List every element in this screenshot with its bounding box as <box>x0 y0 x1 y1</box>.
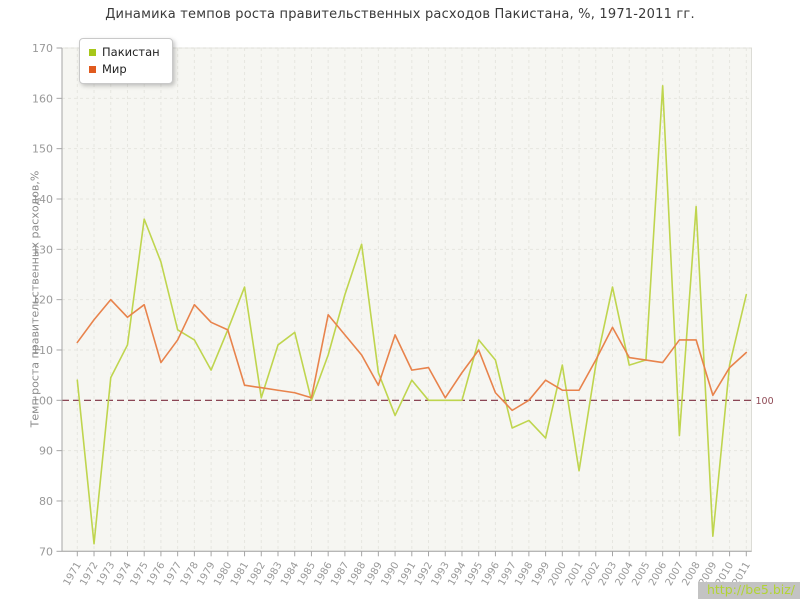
y-tick-label: 110 <box>32 344 53 357</box>
chart-title: Динамика темпов роста правительственных … <box>105 7 695 22</box>
y-tick-label: 120 <box>32 294 53 307</box>
legend: Пакистан Мир <box>79 38 173 84</box>
y-tick-label: 140 <box>32 193 53 206</box>
y-tick-label: 100 <box>32 394 53 407</box>
y-tick-label: 70 <box>39 545 53 558</box>
legend-label-world: Мир <box>102 62 127 76</box>
legend-label-pakistan: Пакистан <box>102 45 160 59</box>
y-tick-label: 160 <box>32 92 53 105</box>
legend-swatch-world <box>89 66 96 73</box>
legend-item-world: Мир <box>89 61 160 78</box>
legend-item-pakistan: Пакистан <box>89 44 160 61</box>
series-line-world <box>76 298 748 412</box>
reference-line-label: 100 <box>756 396 774 407</box>
series-line-pakistan <box>76 84 748 545</box>
y-tick-labels: 70 80 90 100 110 120 130 140 150 160 170 <box>32 42 53 558</box>
legend-swatch-pakistan <box>89 49 96 56</box>
y-tick-label: 80 <box>39 495 53 508</box>
y-tick-label: 150 <box>32 143 53 156</box>
y-tick-label: 130 <box>32 243 53 256</box>
y-axis-title: Темп роста правительственных расходов,% <box>28 170 42 428</box>
tick-marks <box>56 47 747 557</box>
watermark-link[interactable]: http://be5.biz/ <box>697 582 800 599</box>
y-tick-label: 170 <box>32 42 53 55</box>
x-tick-labels: 1971197219731974197519761977197819791980… <box>62 560 753 588</box>
gridlines <box>62 47 752 552</box>
y-tick-label: 90 <box>39 445 53 458</box>
